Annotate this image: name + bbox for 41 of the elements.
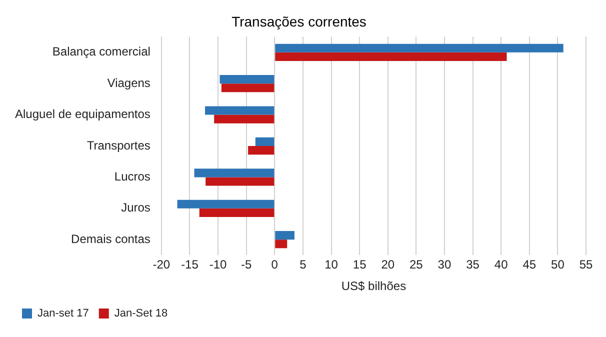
y-tick-label: Juros	[121, 200, 150, 215]
x-tick-label: 25	[409, 258, 424, 272]
x-tick-label: -10	[209, 258, 228, 272]
bar	[214, 114, 274, 124]
x-tick-label: 30	[438, 258, 452, 272]
x-tick-label: 35	[466, 258, 480, 272]
y-tick-label: Viagens	[107, 76, 150, 90]
bar	[275, 231, 294, 240]
x-tick-label: 5	[300, 258, 307, 272]
x-tick-label: 10	[324, 258, 338, 272]
bar	[199, 208, 274, 217]
bar	[275, 44, 564, 52]
chart-title: Transações correntes	[232, 13, 366, 30]
x-tick-label: 0	[271, 258, 278, 272]
bar	[275, 52, 507, 61]
x-tick-label: 55	[579, 258, 593, 272]
y-tick-label: Aluguel de equipamentos	[14, 107, 150, 122]
legend-label: Jan-set 17	[38, 308, 89, 320]
bar	[220, 75, 274, 84]
x-axis-title: US$ bilhões	[341, 279, 406, 294]
x-tick-label: -5	[241, 258, 252, 272]
x-tick-label: 50	[551, 258, 565, 272]
y-tick-label: Lucros	[114, 170, 150, 184]
x-tick-label: -15	[181, 258, 199, 272]
x-tick-label: 20	[381, 258, 395, 272]
bar	[275, 240, 288, 248]
y-tick-label: Transportes	[86, 138, 150, 152]
bar	[255, 137, 274, 146]
y-tick-label: Balança comercial	[52, 44, 150, 59]
bar	[248, 146, 274, 155]
bar	[177, 200, 274, 208]
bar	[194, 168, 274, 178]
bar	[206, 177, 274, 186]
x-tick-label: -20	[152, 258, 170, 272]
y-tick-label: Demais contas	[71, 232, 150, 246]
bar	[221, 84, 274, 92]
x-tick-label: 15	[352, 258, 367, 272]
legend-label: Jan-Set 18	[114, 308, 168, 320]
x-tick-label: 40	[494, 258, 508, 272]
bar	[205, 106, 274, 115]
x-tick-label: 45	[522, 258, 536, 272]
